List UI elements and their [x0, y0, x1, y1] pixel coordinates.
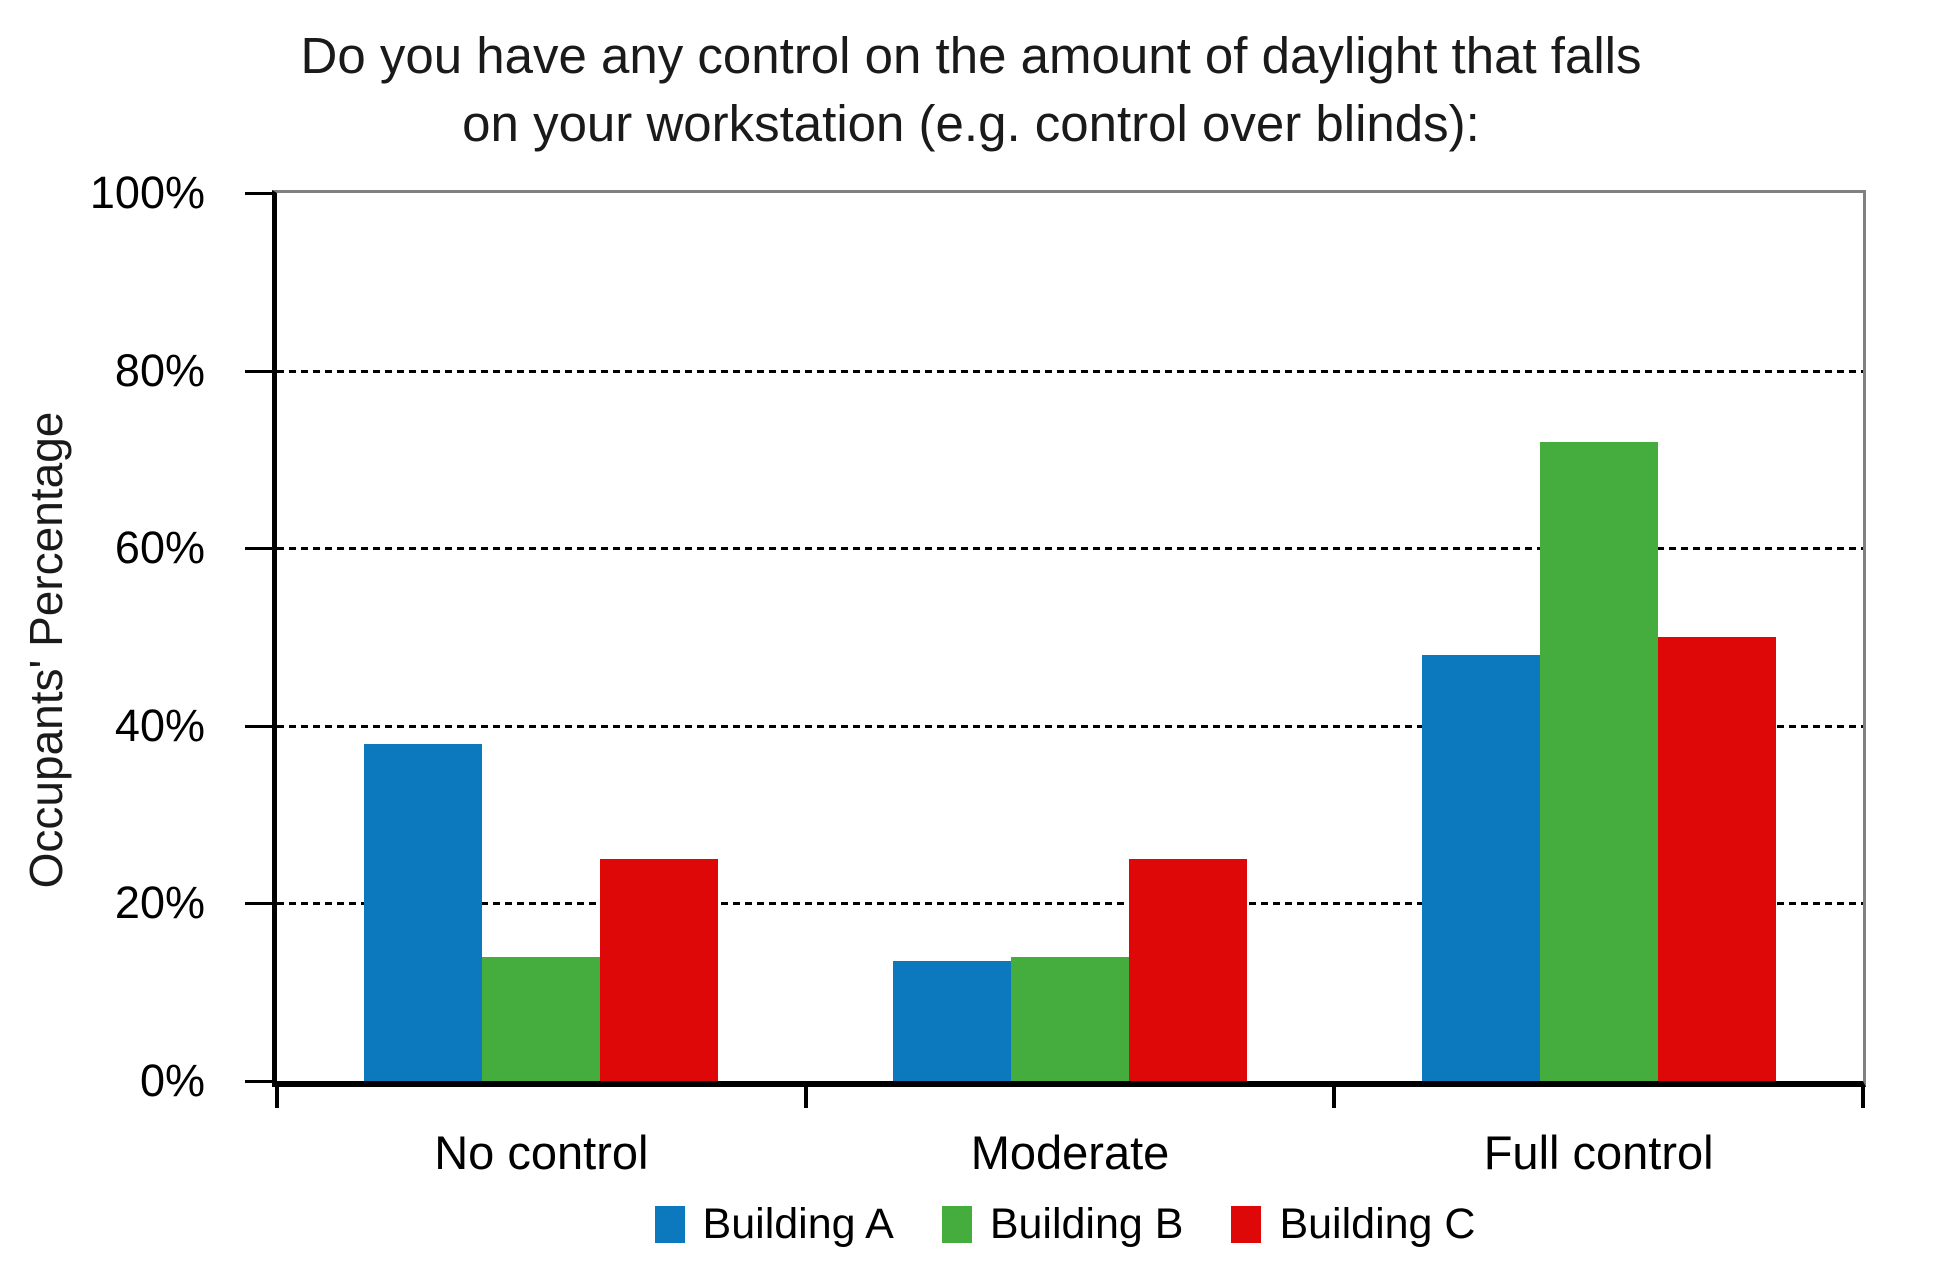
chart-title-line-2: on your workstation (e.g. control over b…: [462, 95, 1480, 152]
legend-swatch-building-b: [941, 1206, 972, 1243]
bar-building-c-no-control: [600, 859, 719, 1081]
legend-label-building-a: Building A: [702, 1200, 894, 1248]
bar-building-a-moderate: [892, 961, 1011, 1081]
x-category-label-no-control: No control: [434, 1126, 649, 1179]
bar-building-b-moderate: [1010, 956, 1129, 1081]
x-tick-3: [1861, 1087, 1865, 1108]
chart-title: Do you have any control on the amount of…: [0, 22, 1942, 158]
y-tick-40: [245, 724, 272, 728]
bar-building-c-moderate: [1128, 859, 1247, 1081]
legend-swatch-building-a: [654, 1206, 685, 1243]
bar-group-moderate: [806, 193, 1335, 1081]
legend-label-building-c: Building C: [1279, 1200, 1476, 1248]
chart-title-line-1: Do you have any control on the amount of…: [300, 27, 1642, 84]
x-tick-0: [275, 1087, 279, 1108]
legend-item-building-a: Building A: [654, 1200, 894, 1249]
legend: Building A Building B Building C: [272, 1200, 1858, 1249]
y-tick-60: [245, 547, 272, 551]
legend-item-building-b: Building B: [941, 1200, 1184, 1249]
x-tick-1: [803, 1087, 808, 1108]
bar-building-b-no-control: [482, 956, 601, 1081]
y-axis-title: Occupants' Percentage: [20, 411, 72, 889]
bar-building-c-full-control: [1657, 637, 1776, 1081]
bar-group-full-control: [1334, 193, 1863, 1081]
gridline-80: [277, 369, 1863, 373]
legend-item-building-c: Building C: [1231, 1200, 1475, 1249]
gridline-20: [277, 902, 1863, 906]
y-tick-label-80: 80%: [114, 344, 205, 396]
plot-area: 0% 20% 40% 60% 80% 100% No control Moderate Full…: [90, 167, 1866, 1179]
y-tick-label-60: 60%: [114, 522, 205, 574]
bar-building-a-no-control: [364, 743, 483, 1081]
y-tick-80: [245, 369, 272, 373]
x-category-label-moderate: Moderate: [970, 1126, 1170, 1179]
y-tick-label-20: 20%: [114, 877, 205, 929]
y-tick-label-0: 0%: [139, 1055, 205, 1106]
y-tick-label-40: 40%: [114, 699, 205, 751]
y-tick-label-100: 100%: [89, 167, 205, 218]
legend-swatch-building-c: [1231, 1206, 1262, 1243]
y-tick-0: [245, 1080, 272, 1083]
bar-building-a-full-control: [1421, 654, 1540, 1081]
bar-building-b-full-control: [1539, 441, 1658, 1081]
legend-label-building-b: Building B: [989, 1200, 1184, 1248]
bar-group-no-control: [277, 193, 806, 1081]
x-tick-2: [1332, 1087, 1337, 1108]
gridline-40: [277, 724, 1863, 728]
y-tick-100: [245, 192, 272, 195]
y-tick-20: [245, 902, 272, 906]
gridline-60: [277, 547, 1863, 551]
x-category-label-full-control: Full control: [1483, 1126, 1714, 1179]
